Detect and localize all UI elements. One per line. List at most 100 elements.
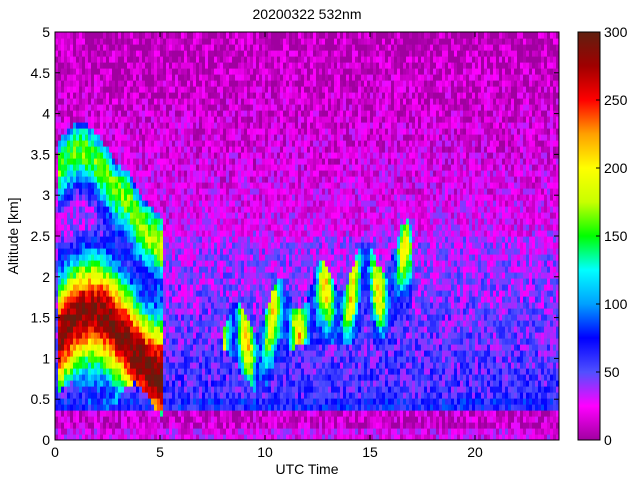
heatmap-cell	[136, 44, 140, 51]
heatmap-cell	[61, 56, 65, 63]
heatmap-cell	[235, 356, 239, 363]
heatmap-cell	[109, 98, 113, 105]
heatmap-cell	[106, 98, 110, 105]
heatmap-cell	[175, 338, 179, 345]
heatmap-cell	[220, 254, 224, 261]
heatmap-cell	[226, 116, 230, 123]
heatmap-cell	[232, 56, 236, 63]
heatmap-cell	[199, 260, 203, 267]
heatmap-cell	[184, 386, 188, 393]
heatmap-cell	[112, 290, 116, 297]
heatmap-cell	[100, 146, 104, 153]
heatmap-cell	[184, 176, 188, 183]
heatmap-cell	[97, 134, 101, 141]
heatmap-cell	[121, 128, 125, 135]
heatmap-cell	[94, 158, 98, 165]
heatmap-cell	[184, 362, 188, 369]
heatmap-cell	[133, 338, 137, 345]
heatmap-cell	[229, 104, 233, 111]
heatmap-cell	[226, 266, 230, 273]
heatmap-cell	[91, 98, 95, 105]
heatmap-cell	[151, 308, 155, 315]
heatmap-cell	[223, 182, 227, 189]
heatmap-cell	[139, 92, 143, 99]
heatmap-cell	[208, 386, 212, 393]
heatmap-cell	[118, 380, 122, 387]
heatmap-cell	[145, 140, 149, 147]
heatmap-cell	[202, 68, 206, 75]
heatmap-cell	[154, 266, 158, 273]
heatmap-cell	[169, 236, 173, 243]
heatmap-cell	[73, 254, 77, 261]
heatmap-cell	[223, 428, 227, 435]
heatmap-cell	[145, 212, 149, 219]
heatmap-cell	[253, 404, 257, 411]
heatmap-cell	[109, 122, 113, 129]
heatmap-cell	[223, 194, 227, 201]
heatmap-cell	[217, 212, 221, 219]
heatmap-cell	[166, 278, 170, 285]
heatmap-cell	[178, 290, 182, 297]
heatmap-cell	[97, 248, 101, 255]
heatmap-cell	[127, 404, 131, 411]
heatmap-cell	[250, 278, 254, 285]
heatmap-cell	[61, 200, 65, 207]
heatmap-cell	[133, 296, 137, 303]
heatmap-cell	[229, 290, 233, 297]
heatmap-cell	[58, 224, 62, 231]
heatmap-cell	[124, 122, 128, 129]
heatmap-cell	[238, 206, 242, 213]
heatmap-cell	[151, 266, 155, 273]
heatmap-cell	[115, 296, 119, 303]
heatmap-cell	[109, 146, 113, 153]
heatmap-cell	[211, 374, 215, 381]
heatmap-cell	[130, 314, 134, 321]
heatmap-cell	[85, 224, 89, 231]
heatmap-cell	[97, 194, 101, 201]
heatmap-cell	[136, 236, 140, 243]
heatmap-cell	[217, 134, 221, 141]
heatmap-cell	[55, 278, 59, 285]
heatmap-cell	[220, 272, 224, 279]
heatmap-cell	[139, 362, 143, 369]
heatmap-cell	[166, 362, 170, 369]
heatmap-cell	[106, 422, 110, 429]
heatmap-cell	[208, 218, 212, 225]
heatmap-cell	[199, 386, 203, 393]
heatmap-cell	[202, 368, 206, 375]
heatmap-cell	[121, 416, 125, 423]
heatmap-cell	[238, 224, 242, 231]
heatmap-cell	[118, 170, 122, 177]
heatmap-cell	[229, 326, 233, 333]
heatmap-cell	[130, 104, 134, 111]
heatmap-cell	[136, 38, 140, 45]
heatmap-cell	[148, 62, 152, 69]
heatmap-cell	[187, 278, 191, 285]
heatmap-cell	[109, 140, 113, 147]
heatmap-cell	[88, 224, 92, 231]
heatmap-cell	[64, 332, 68, 339]
heatmap-cell	[241, 314, 245, 321]
heatmap-cell	[67, 140, 71, 147]
heatmap-cell	[250, 230, 254, 237]
heatmap-cell	[139, 284, 143, 291]
heatmap-cell	[244, 428, 248, 435]
heatmap-cell	[91, 176, 95, 183]
heatmap-cell	[247, 200, 251, 207]
heatmap-cell	[229, 188, 233, 195]
heatmap-cell	[112, 32, 116, 39]
heatmap-cell	[55, 410, 59, 417]
heatmap-cell	[223, 200, 227, 207]
heatmap-cell	[91, 392, 95, 399]
heatmap-cell	[163, 392, 167, 399]
heatmap-cell	[94, 356, 98, 363]
heatmap-cell	[64, 416, 68, 423]
heatmap-cell	[193, 188, 197, 195]
heatmap-cell	[100, 368, 104, 375]
heatmap-cell	[91, 314, 95, 321]
heatmap-cell	[235, 374, 239, 381]
heatmap-cell	[250, 224, 254, 231]
heatmap-cell	[58, 242, 62, 249]
heatmap-cell	[82, 134, 86, 141]
heatmap-cell	[175, 302, 179, 309]
